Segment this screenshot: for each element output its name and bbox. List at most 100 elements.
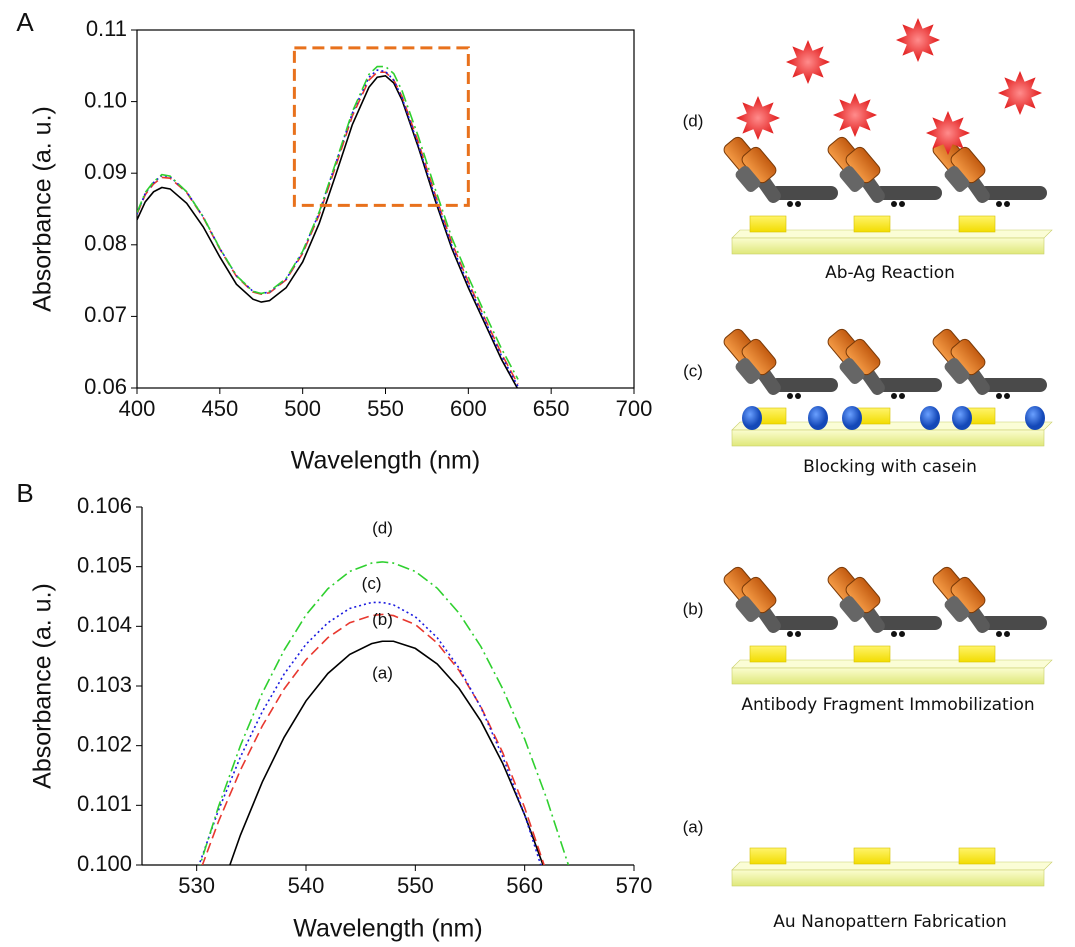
linker [795, 393, 801, 399]
antibody-arm [770, 186, 838, 200]
casein [842, 406, 862, 430]
y-tick-label: 0.09 [84, 159, 127, 184]
curve-label: (c) [362, 574, 382, 593]
antigen [833, 93, 877, 137]
antibody-domain [839, 165, 865, 193]
assay-step: (a) Au Nanopattern Fabrication [683, 817, 1053, 932]
data-line [198, 601, 542, 865]
curve-label: (a) [372, 664, 393, 683]
casein [1025, 406, 1045, 430]
data-line [137, 65, 519, 380]
data-line [229, 640, 544, 865]
casein [742, 406, 762, 430]
x-tick-label: 570 [616, 873, 653, 898]
gold-pad [958, 215, 996, 233]
linker [891, 631, 897, 637]
substrate [731, 667, 1045, 685]
step-caption: Au Nanopattern Fabrication [773, 912, 1006, 932]
y-tick-label: 0.08 [84, 231, 127, 256]
gold-pad [749, 215, 787, 233]
gold-pad [958, 847, 996, 865]
x-tick-label: 550 [367, 396, 404, 421]
antibody-arm [874, 378, 942, 392]
casein [952, 406, 972, 430]
gold-pad [749, 847, 787, 865]
curve-label: (d) [372, 518, 393, 537]
y-tick-label: 0.11 [86, 16, 127, 41]
step-label: (b) [683, 599, 704, 618]
linker [787, 201, 793, 207]
x-tick-label: 560 [506, 873, 543, 898]
y-axis-title: Absorbance (a. u.) [29, 583, 57, 789]
y-tick-label: 0.105 [77, 552, 132, 577]
y-tick-label: 0.101 [77, 791, 132, 816]
step-label: (c) [683, 361, 703, 380]
zoom-box [292, 46, 470, 207]
x-tick-label: 650 [533, 396, 570, 421]
step-caption: Antibody Fragment Immobilization [741, 695, 1034, 715]
gold-pad [749, 645, 787, 663]
antibody-arm [979, 616, 1047, 630]
casein [808, 406, 828, 430]
linker [787, 393, 793, 399]
x-tick-label: 450 [201, 396, 238, 421]
linker [787, 631, 793, 637]
y-tick-label: 0.07 [84, 302, 127, 327]
antigen [896, 18, 940, 62]
assay-step: (c) Blocking with casein [683, 328, 1053, 477]
linker [795, 631, 801, 637]
step-caption: Ab-Ag Reaction [825, 263, 955, 283]
panel-label: B [16, 478, 33, 508]
x-tick-label: 700 [616, 396, 653, 421]
antibody-arm [874, 616, 942, 630]
linker [795, 201, 801, 207]
linker [899, 393, 905, 399]
gold-pad [853, 645, 891, 663]
data-line [199, 561, 570, 865]
x-tick-label: 540 [288, 873, 325, 898]
plot-frame [136, 29, 635, 389]
y-tick-label: 0.10 [84, 87, 127, 112]
linker [1004, 631, 1010, 637]
antigen [736, 96, 780, 140]
assay-step: (b) Antibody Fragment Immobilization [683, 566, 1053, 715]
x-tick-label: 530 [178, 873, 215, 898]
substrate [731, 237, 1045, 255]
gold-pad [853, 847, 891, 865]
antibody-domain [839, 595, 865, 623]
x-tick-label: 600 [450, 396, 487, 421]
antigen [998, 71, 1042, 115]
y-tick-label: 0.100 [77, 851, 132, 876]
antibody-domain [735, 165, 761, 193]
linker [891, 393, 897, 399]
step-label: (d) [683, 111, 704, 130]
panel-label: A [16, 7, 34, 37]
step-caption: Blocking with casein [803, 457, 977, 477]
x-tick-label: 500 [284, 396, 321, 421]
antigen [786, 40, 830, 84]
gold-pad [958, 645, 996, 663]
antibody-arm [770, 616, 838, 630]
curve-label: (b) [372, 610, 393, 629]
x-axis-title: Wavelength (nm) [291, 447, 480, 475]
linker [996, 393, 1002, 399]
x-axis-title: Wavelength (nm) [293, 915, 482, 943]
antibody-domain [735, 595, 761, 623]
antibody-domain [944, 165, 970, 193]
step-label: (a) [683, 817, 704, 836]
y-tick-label: 0.104 [77, 612, 132, 637]
antibody-domain [839, 357, 865, 385]
y-tick-label: 0.106 [77, 493, 132, 518]
linker [1004, 201, 1010, 207]
y-tick-label: 0.06 [84, 374, 127, 399]
y-tick-label: 0.102 [77, 731, 132, 756]
linker [1004, 393, 1010, 399]
linker [996, 201, 1002, 207]
antigen [926, 111, 970, 155]
data-line [137, 71, 519, 385]
antibody-arm [979, 186, 1047, 200]
linker [996, 631, 1002, 637]
antibody-arm [770, 378, 838, 392]
linker [899, 201, 905, 207]
